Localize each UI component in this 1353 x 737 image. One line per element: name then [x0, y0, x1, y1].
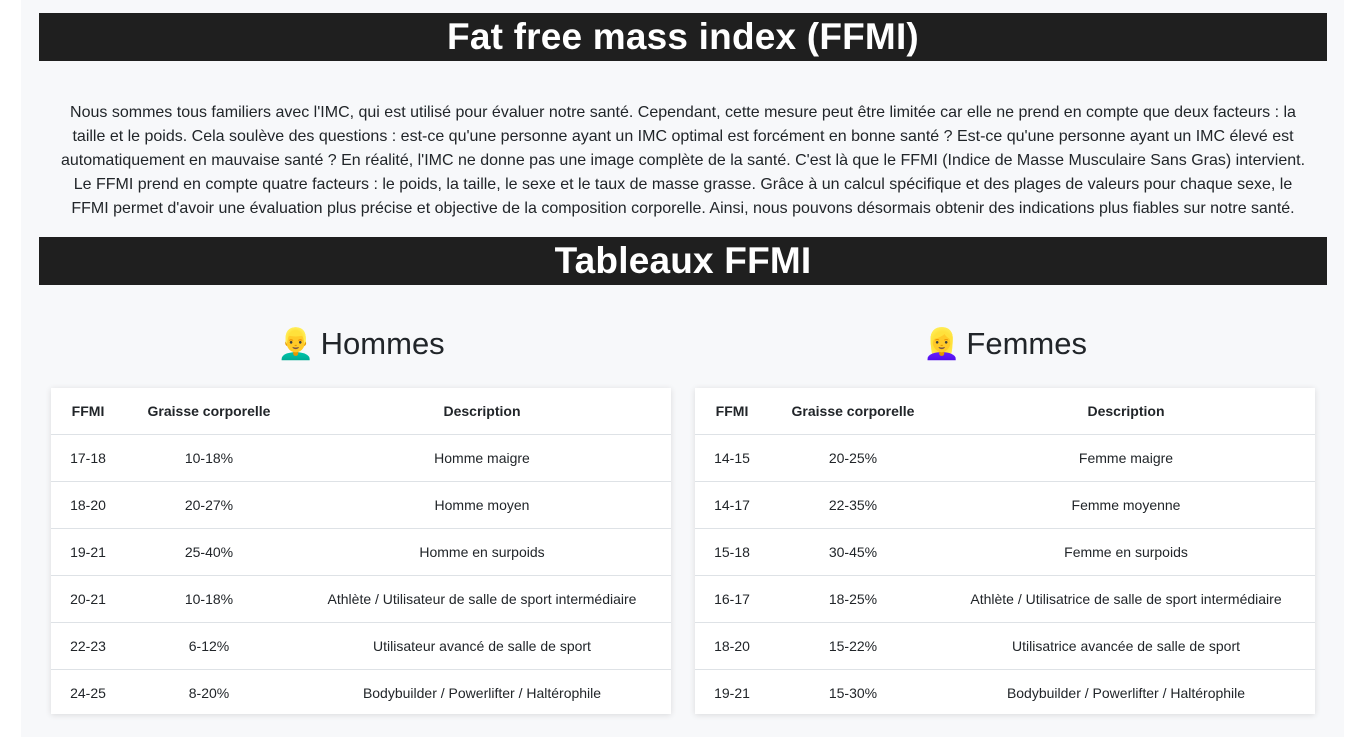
description-cell: Bodybuilder / Powerlifter / Haltérophile	[362, 685, 602, 701]
ffmi-cell: 14-15	[695, 434, 769, 482]
body-fat-cell: 22-35%	[769, 481, 937, 529]
page-title: Fat free mass index (FFMI)	[39, 13, 1327, 61]
ffmi-cell: 14-17	[695, 481, 769, 529]
column-header-ffmi: FFMI	[695, 388, 769, 435]
description-cell: Femme moyenne	[937, 481, 1315, 529]
ffmi-cell: 24-25	[70, 685, 106, 701]
body-fat-cell: 10-18%	[125, 434, 293, 482]
description-cell: Athlète / Utilisateur de salle de sport …	[293, 575, 671, 623]
women-ffmi-table: FFMI Graisse corporelle Description 14-1…	[695, 388, 1315, 716]
women-section-title: Femmes	[966, 326, 1087, 361]
ffmi-cell: 18-20	[695, 622, 769, 670]
column-header-description: Description	[937, 388, 1315, 435]
women-ffmi-table-card: FFMI Graisse corporelle Description 14-1…	[695, 388, 1315, 714]
column-header-ffmi: FFMI	[51, 388, 125, 435]
table-row: 15-18 30-45% Femme en surpoids	[695, 528, 1315, 576]
ffmi-cell: 15-18	[695, 528, 769, 576]
body-fat-cell: 15-30%	[828, 685, 878, 701]
page-container: Fat free mass index (FFMI) Nous sommes t…	[21, 0, 1344, 737]
description-cell: Homme en surpoids	[293, 528, 671, 576]
body-fat-cell: 10-18%	[125, 575, 293, 623]
table-row: 19-21 25-40% Homme en surpoids	[51, 528, 671, 576]
column-header-description: Description	[293, 388, 671, 435]
table-header-row: FFMI Graisse corporelle Description	[695, 388, 1315, 435]
column-header-body-fat: Graisse corporelle	[125, 388, 293, 435]
description-cell: Femme maigre	[937, 434, 1315, 482]
woman-emoji-icon: 👱‍♀️	[923, 327, 961, 361]
table-header-row: FFMI Graisse corporelle Description	[51, 388, 671, 435]
ffmi-cell: 19-21	[714, 685, 750, 701]
tables-section-title: Tableaux FFMI	[39, 237, 1327, 285]
body-fat-cell: 6-12%	[125, 622, 293, 670]
intro-paragraph: Nous sommes tous familiers avec l'IMC, q…	[60, 104, 1306, 217]
ffmi-cell: 19-21	[51, 528, 125, 576]
body-fat-cell: 25-40%	[125, 528, 293, 576]
description-cell: Homme maigre	[293, 434, 671, 482]
table-row: 24-25 8-20% Bodybuilder / Powerlifter / …	[51, 670, 671, 717]
table-row: 17-18 10-18% Homme maigre	[51, 434, 671, 482]
table-row: 20-21 10-18% Athlète / Utilisateur de sa…	[51, 575, 671, 623]
ffmi-cell: 16-17	[695, 575, 769, 623]
description-cell: Athlète / Utilisatrice de salle de sport…	[937, 575, 1315, 623]
table-row: 18-20 20-27% Homme moyen	[51, 481, 671, 529]
table-row: 16-17 18-25% Athlète / Utilisatrice de s…	[695, 575, 1315, 623]
description-cell: Homme moyen	[293, 481, 671, 529]
men-section-heading: 👱‍♂️ Hommes	[51, 318, 671, 370]
ffmi-cell: 20-21	[51, 575, 125, 623]
column-header-body-fat: Graisse corporelle	[769, 388, 937, 435]
body-fat-cell: 30-45%	[769, 528, 937, 576]
ffmi-cell: 22-23	[51, 622, 125, 670]
table-row: 19-21 15-30% Bodybuilder / Powerlifter /…	[695, 670, 1315, 717]
ffmi-cell: 17-18	[51, 434, 125, 482]
body-fat-cell: 8-20%	[188, 685, 230, 701]
description-cell: Utilisatrice avancée de salle de sport	[937, 622, 1315, 670]
men-section-title: Hommes	[320, 326, 445, 361]
body-fat-cell: 20-25%	[769, 434, 937, 482]
men-ffmi-table: FFMI Graisse corporelle Description 17-1…	[51, 388, 671, 716]
ffmi-cell: 18-20	[51, 481, 125, 529]
body-fat-cell: 20-27%	[125, 481, 293, 529]
description-cell: Femme en surpoids	[937, 528, 1315, 576]
description-cell: Utilisateur avancé de salle de sport	[293, 622, 671, 670]
body-fat-cell: 15-22%	[769, 622, 937, 670]
table-row: 22-23 6-12% Utilisateur avancé de salle …	[51, 622, 671, 670]
man-emoji-icon: 👱‍♂️	[277, 327, 315, 361]
body-fat-cell: 18-25%	[769, 575, 937, 623]
women-section-heading: 👱‍♀️ Femmes	[695, 318, 1315, 370]
table-row: 18-20 15-22% Utilisatrice avancée de sal…	[695, 622, 1315, 670]
men-ffmi-table-card: FFMI Graisse corporelle Description 17-1…	[51, 388, 671, 714]
description-cell: Bodybuilder / Powerlifter / Haltérophile	[1006, 685, 1246, 701]
table-row: 14-17 22-35% Femme moyenne	[695, 481, 1315, 529]
table-row: 14-15 20-25% Femme maigre	[695, 434, 1315, 482]
